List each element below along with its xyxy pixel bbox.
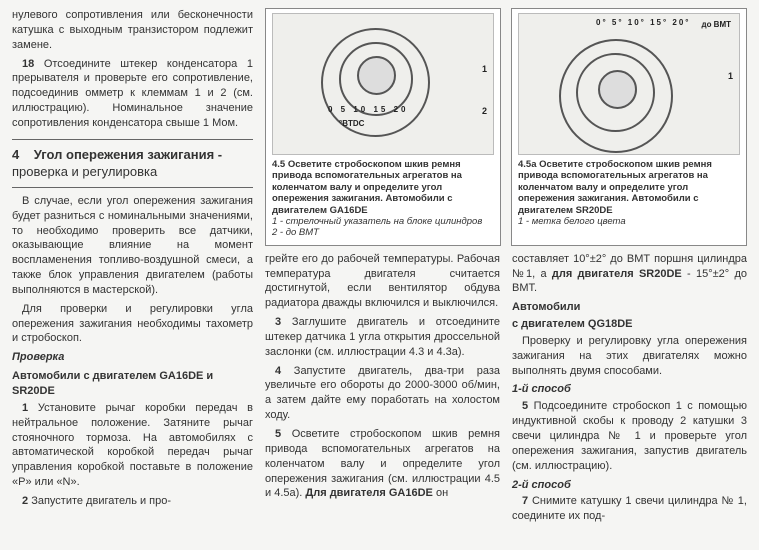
section-4-p1: В случае, если угол опережения зажигания… [12, 194, 253, 298]
step-1: 1 Установите рычаг коробки передач в ней… [12, 401, 253, 490]
step-18-text: Отсоедините штекер конденсатора 1 прерыв… [12, 58, 253, 129]
step-4-text: Запустите двигатель, два-три раза увелич… [265, 365, 500, 422]
figure-4-5a-ticks: 0° 5° 10° 15° 20° [596, 18, 690, 29]
figure-4-5a-pointer-1: 1 [728, 70, 733, 82]
col3-continuation: составляет 10°±2° до ВМТ поршня цилиндра… [512, 252, 747, 297]
vehicles-heading-1: Автомобили с двигателем GA16DE и SR20DE [12, 369, 253, 399]
figure-4-5-note1-n: 1 - [272, 216, 283, 227]
figure-4-5-btdc: °BTDC [339, 119, 364, 130]
figure-4-5a: до ВМТ 0° 5° 10° 15° 20° 1 4.5a Осветите… [511, 8, 747, 246]
figure-4-5-ticks: 0 5 10 15 20 [328, 105, 408, 116]
column-1: нулевого сопротивления или бесконечности… [12, 8, 253, 528]
step-2-number: 2 [22, 495, 28, 507]
col3-step-5-text: Подсоедините стробоскоп 1 с помощью инду… [512, 400, 747, 471]
step-5-number: 5 [275, 428, 281, 440]
step-3: 3 Заглушите двигатель и отсоедините штек… [265, 315, 500, 360]
col3-step-7-text: Снимите катушку 1 свечи цилиндра № 1, со… [512, 495, 747, 522]
step-2-text: Запустите двигатель и про- [31, 495, 171, 507]
step-4: 4 Запустите двигатель, два-три раза увел… [265, 364, 500, 423]
section-4-heading: 4 Угол опережения зажигания - проверка и… [12, 139, 253, 181]
page-columns: нулевого сопротивления или бесконечности… [12, 8, 747, 528]
step-3-number: 3 [275, 316, 281, 328]
figure-4-5-note1: стрелочный указатель на блоке цилиндров [286, 216, 483, 227]
col3-step-5: 5 Подсоедините стробоскоп 1 с помощью ин… [512, 399, 747, 473]
section-4-subtitle: проверка и регулировка [12, 164, 157, 179]
right-text-columns: грейте его до рабочей температуры. Рабоч… [265, 252, 747, 528]
figure-4-5a-deg-label: до ВМТ [701, 20, 731, 31]
vehicles-heading-2a: Автомобили [512, 300, 747, 315]
figure-4-5-image: °BTDC 0 5 10 15 20 1 2 [272, 13, 494, 155]
col2-continuation: грейте его до рабочей температуры. Рабоч… [265, 252, 500, 311]
figure-4-5a-caption-num: 4.5a [518, 159, 537, 170]
figure-4-5a-note1: метка белого цвета [532, 216, 626, 227]
figure-4-5-pointer-1: 1 [482, 63, 487, 75]
column-3: составляет 10°±2° до ВМТ поршня цилиндра… [512, 252, 747, 528]
figure-4-5a-note1-n: 1 - [518, 216, 529, 227]
vehicles-heading-2b: с двигателем QG18DE [512, 317, 747, 332]
step-4-number: 4 [275, 365, 281, 377]
figure-4-5-pointer-2: 2 [482, 105, 487, 117]
text-leadin: нулевого сопротивления или бесконечности… [12, 8, 253, 53]
right-block: °BTDC 0 5 10 15 20 1 2 4.5 Осветите стро… [265, 8, 747, 528]
col3-step-7-number: 7 [522, 495, 528, 507]
figure-4-5-caption-title: Осветите стробоскопом шкив ремня привода… [272, 159, 462, 216]
figure-4-5-note2-n: 2 - [272, 227, 283, 238]
figure-4-5-note2: до ВМТ [286, 227, 319, 238]
step-3-text: Заглушите двигатель и отсоедините штекер… [265, 316, 500, 358]
figure-row: °BTDC 0 5 10 15 20 1 2 4.5 Осветите стро… [265, 8, 747, 246]
figure-4-5: °BTDC 0 5 10 15 20 1 2 4.5 Осветите стро… [265, 8, 501, 246]
figure-4-5a-caption-title: Осветите стробоскопом шкив ремня привода… [518, 159, 712, 216]
check-heading: Проверка [12, 350, 253, 365]
figure-4-5-caption: 4.5 Осветите стробоскопом шкив ремня при… [272, 159, 494, 239]
col3-step-5-number: 5 [522, 400, 528, 412]
step-5: 5 Осветите стробоскопом шкив ремня приво… [265, 427, 500, 501]
step-18: 18 Отсоедините штекер конденсатора 1 пре… [12, 57, 253, 131]
column-2: грейте его до рабочей температуры. Рабоч… [265, 252, 500, 528]
figure-4-5-caption-num: 4.5 [272, 159, 285, 170]
step-18-number: 18 [22, 58, 34, 70]
col3-step-7: 7 Снимите катушку 1 свечи цилиндра № 1, … [512, 494, 747, 524]
section-4-p2: Для проверки и регулировки угла опережен… [12, 302, 253, 347]
step-1-number: 1 [22, 402, 28, 414]
section-separator [12, 187, 253, 188]
step-5-text-b: Для двигателя GA16DE [305, 487, 433, 499]
step-1-text: Установите рычаг коробки передач в нейтр… [12, 402, 253, 488]
step-2: 2 Запустите двигатель и про- [12, 494, 253, 509]
way-1-heading: 1-й способ [512, 382, 747, 397]
step-5-text-tail: он [433, 487, 448, 499]
section-4-title: Угол опережения зажигания - [34, 147, 222, 162]
section-4-number: 4 [12, 147, 19, 162]
col3-p1: Проверку и регулировку угла опережения з… [512, 334, 747, 379]
way-2-heading: 2-й способ [512, 478, 747, 493]
figure-4-5a-image: до ВМТ 0° 5° 10° 15° 20° 1 [518, 13, 740, 155]
figure-4-5a-caption: 4.5a Осветите стробоскопом шкив ремня пр… [518, 159, 740, 227]
col3-cont-b: для двигателя SR20DE [552, 268, 682, 280]
